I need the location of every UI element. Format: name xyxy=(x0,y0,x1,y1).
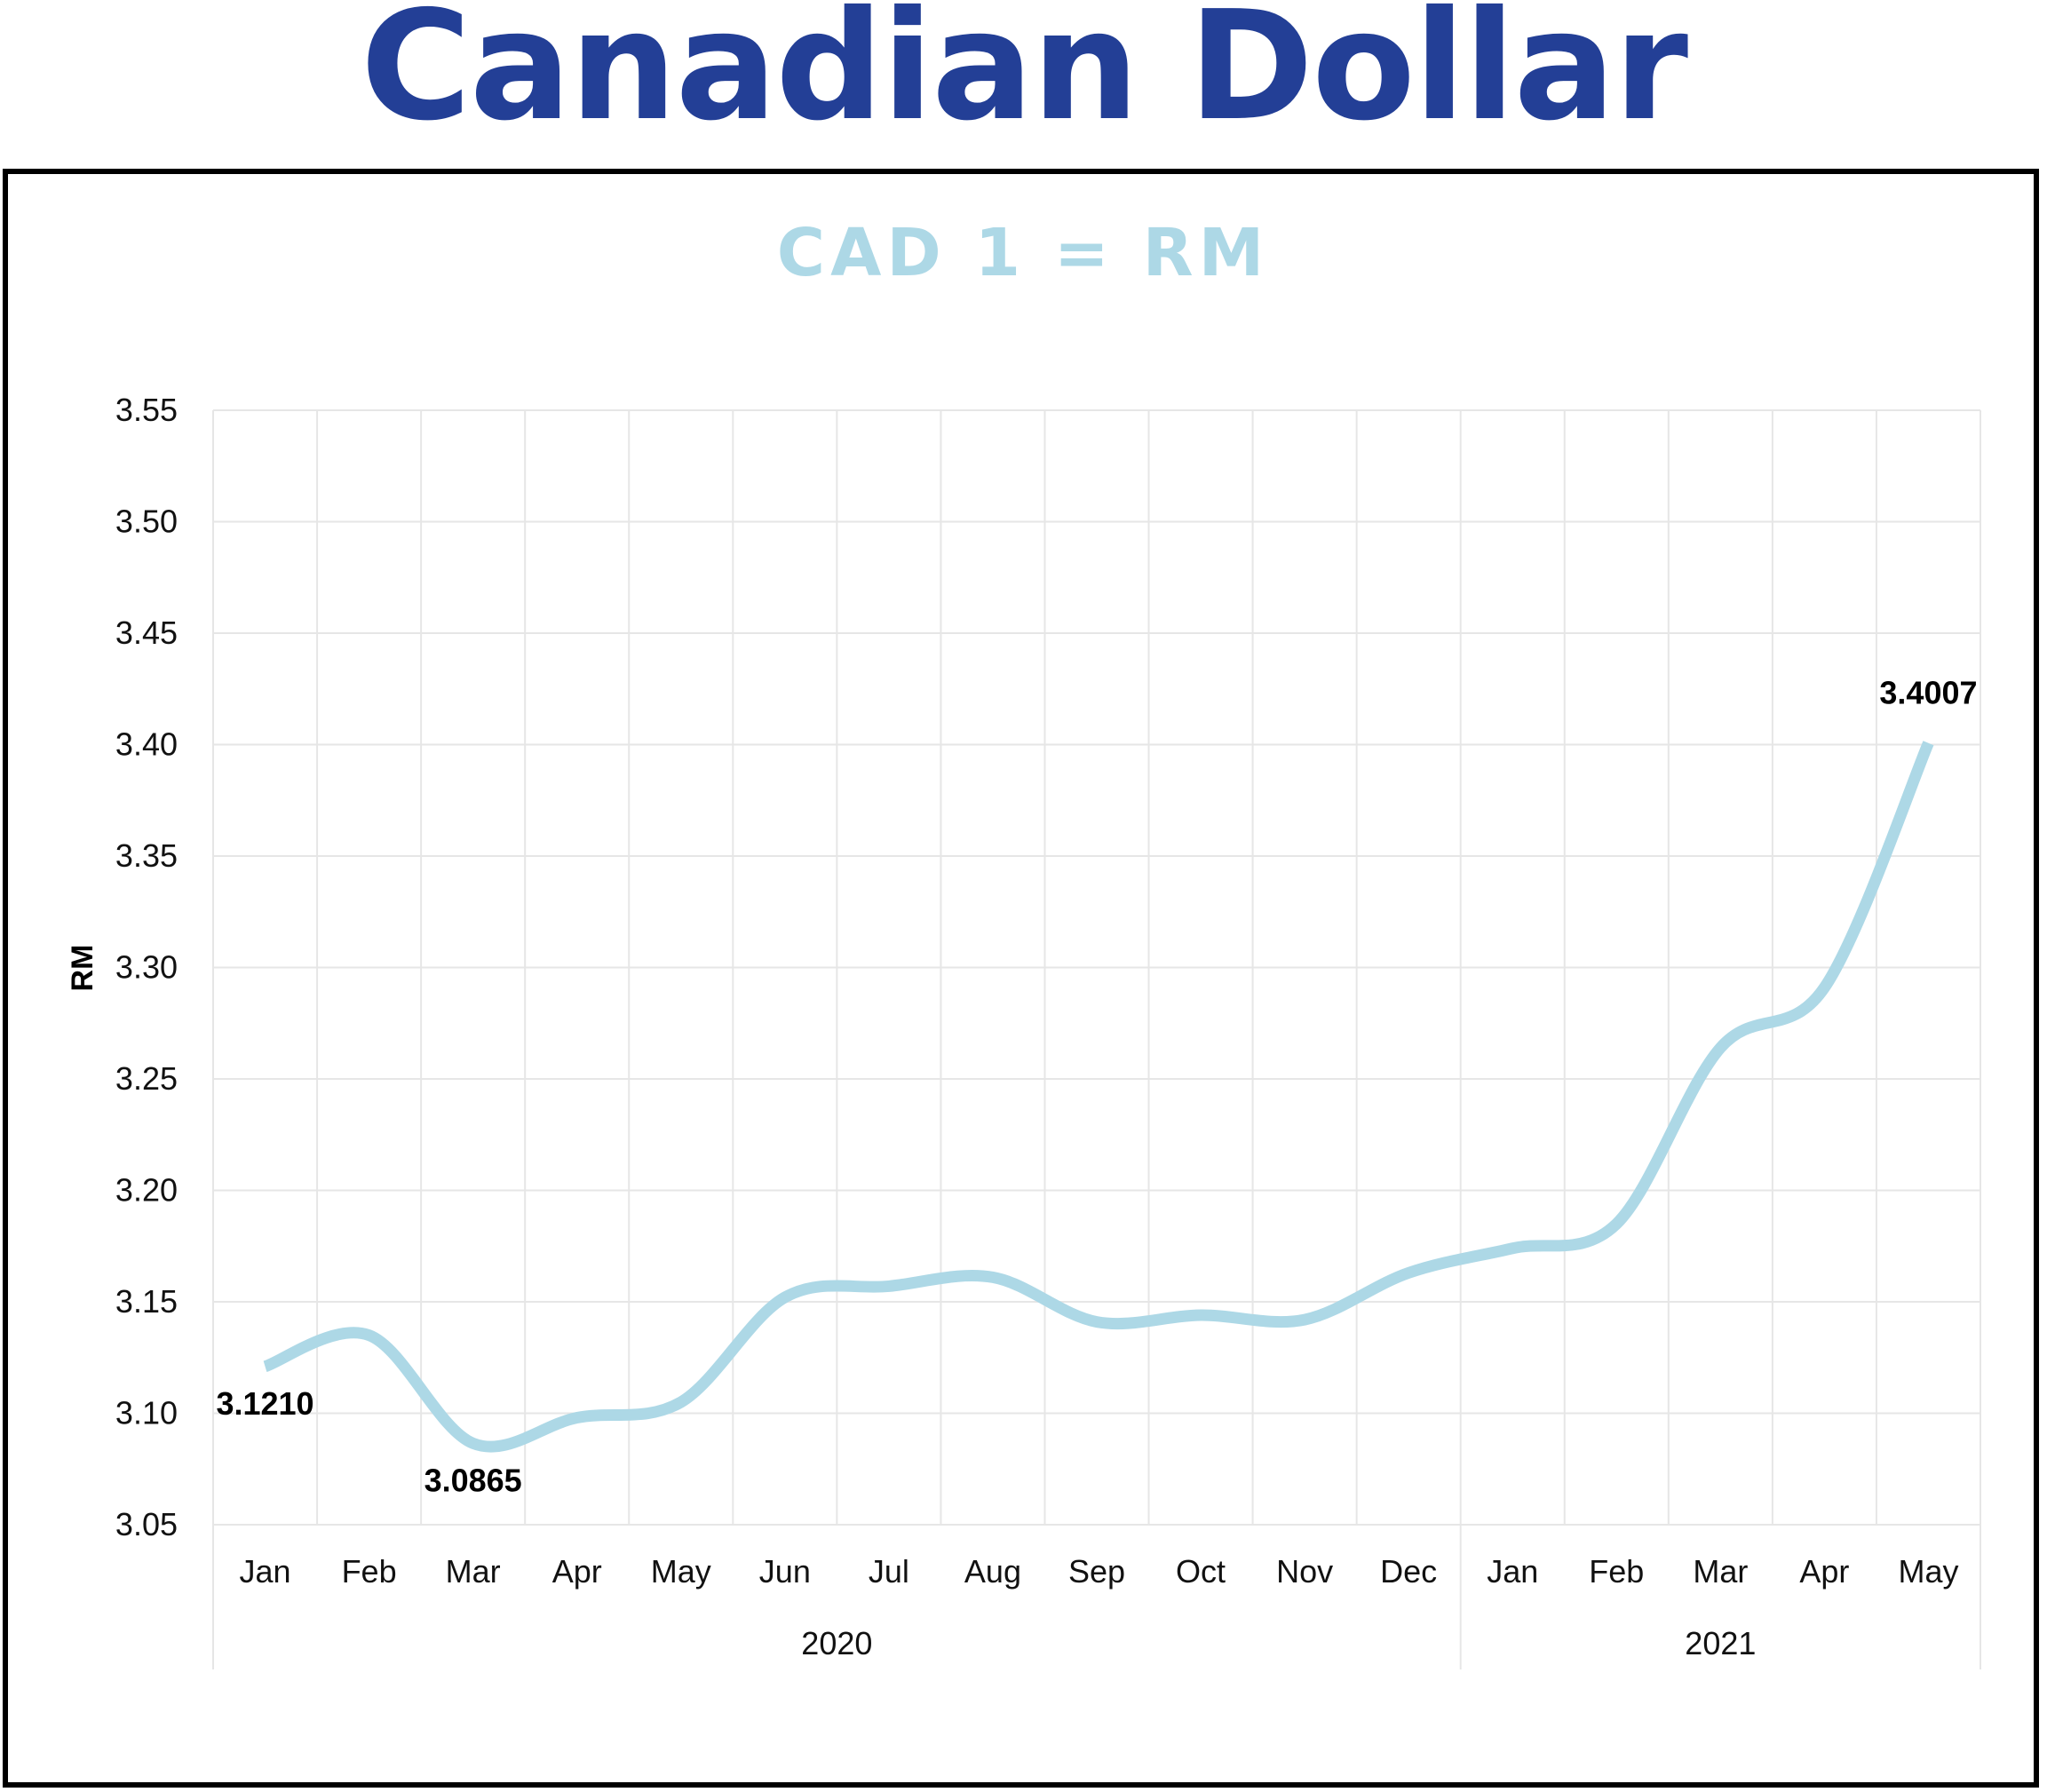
y-tick-label: 3.30 xyxy=(115,949,178,986)
y-tick-label: 3.20 xyxy=(115,1172,178,1209)
y-axis-ticks: 3.05 3.10 3.15 3.20 3.25 3.30 3.35 3.40 3.45 3.50… xyxy=(115,392,178,1542)
y-axis-label: RM xyxy=(66,945,99,992)
x-tick-label: Aug xyxy=(964,1553,1021,1590)
data-label: 3.1210 xyxy=(216,1385,313,1422)
x-tick-label: Nov xyxy=(1276,1553,1333,1590)
x-axis-ticks: Jan Feb Mar Apr May Jun Jul Aug Sep Oct Nov Dec Jan F… xyxy=(240,1553,1959,1590)
x-tick-label: Dec xyxy=(1380,1553,1437,1590)
x-group-label: 2020 xyxy=(801,1625,872,1661)
y-tick-label: 3.35 xyxy=(115,837,178,874)
y-tick-label: 3.10 xyxy=(115,1395,178,1431)
chart-frame xyxy=(3,169,2039,1788)
x-tick-label: Jan xyxy=(240,1553,291,1590)
y-tick-label: 3.40 xyxy=(115,726,178,763)
data-label: 3.0865 xyxy=(424,1462,522,1498)
y-tick-label: 3.05 xyxy=(115,1506,178,1542)
y-tick-label: 3.25 xyxy=(115,1060,178,1097)
x-tick-label: Mar xyxy=(446,1553,501,1590)
grid xyxy=(212,409,1981,1526)
chart-subtitle: CAD 1 = RM xyxy=(777,215,1269,291)
x-tick-label: Sep xyxy=(1068,1553,1125,1590)
x-tick-label: Jul xyxy=(869,1553,909,1590)
y-tick-label: 3.55 xyxy=(115,392,178,428)
x-tick-label: Apr xyxy=(552,1553,602,1590)
x-group-label: 2021 xyxy=(1685,1625,1756,1661)
x-tick-label: Mar xyxy=(1693,1553,1748,1590)
y-tick-label: 3.15 xyxy=(115,1283,178,1320)
y-tick-label: 3.50 xyxy=(115,504,178,540)
data-label: 3.4007 xyxy=(1879,675,1977,711)
x-axis-groups: 2020 2021 xyxy=(212,1525,1981,1669)
x-tick-label: Jun xyxy=(759,1553,811,1590)
series-line xyxy=(263,741,1934,1453)
x-tick-label: Apr xyxy=(1799,1553,1849,1590)
x-tick-label: Feb xyxy=(342,1553,397,1590)
x-tick-label: May xyxy=(1898,1553,1958,1590)
data-labels: 3.1210 3.0865 3.4007 xyxy=(216,675,1977,1499)
series-line-group xyxy=(263,741,1934,1453)
x-tick-label: Jan xyxy=(1487,1553,1538,1590)
x-tick-label: Feb xyxy=(1589,1553,1644,1590)
y-tick-label: 3.45 xyxy=(115,615,178,651)
x-tick-label: Oct xyxy=(1176,1553,1226,1590)
page-title: Canadian Dollar xyxy=(360,0,1688,155)
x-tick-label: May xyxy=(651,1553,711,1590)
